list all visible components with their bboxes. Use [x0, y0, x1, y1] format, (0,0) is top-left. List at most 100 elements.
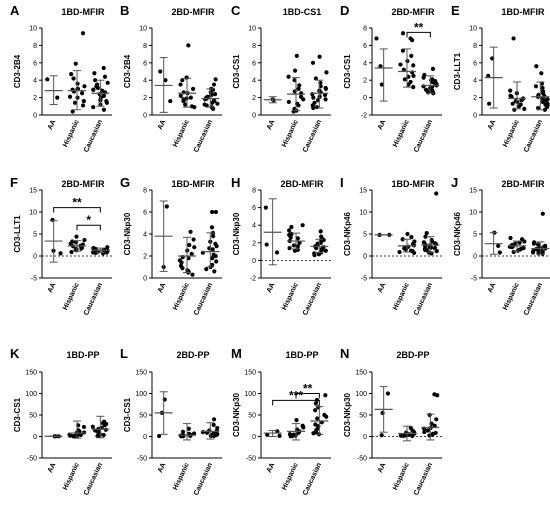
y-tick-label: 6: [143, 210, 147, 217]
panel-title: 2BD-MFIR: [172, 7, 215, 17]
y-tick-label: 50: [139, 413, 147, 420]
data-point: [295, 236, 300, 241]
data-point: [314, 245, 319, 251]
data-point: [79, 246, 84, 251]
data-point: [411, 429, 416, 434]
data-point: [75, 86, 80, 91]
data-point: [374, 36, 379, 41]
y-axis-label: CD3-LLT1: [13, 215, 22, 253]
data-point: [188, 229, 193, 234]
y-tick-label: 4: [473, 78, 477, 85]
data-point: [204, 267, 209, 272]
y-tick-label: 100: [25, 391, 37, 398]
data-point: [379, 433, 384, 438]
y-tick-label: 150: [135, 370, 147, 377]
data-point: [200, 430, 206, 435]
y-tick-label: -50: [27, 456, 37, 463]
category-label-caucasian: Caucasian: [83, 462, 104, 497]
y-tick-label: 100: [135, 391, 147, 398]
panel-letter: C: [231, 3, 241, 18]
data-point: [545, 97, 550, 102]
panel-C: C 1BD-CS1 0 2 4 6 8 10 CD3-CS1 AA Hispanic Caucasia…: [231, 3, 331, 154]
data-point: [315, 241, 320, 246]
panel-letter: N: [340, 346, 349, 361]
data-point: [58, 251, 63, 256]
category-label-hispanic: Hispanic: [281, 119, 300, 148]
data-point: [187, 242, 192, 248]
panel-H: H 2BD-MFIR -2 0 2 4 6 8 CD3-Nkp30 AA Hispanic Cauca…: [231, 175, 331, 317]
data-point: [263, 205, 268, 210]
y-tick-label: 2: [33, 95, 37, 102]
data-point: [74, 234, 79, 239]
y-tick-label: -5: [471, 276, 477, 283]
y-tick-label: 5: [33, 232, 37, 239]
data-point: [294, 53, 299, 58]
y-tick-label: 10: [139, 26, 147, 33]
data-point: [82, 238, 87, 243]
y-axis-label: CD3-LLT1: [453, 52, 462, 90]
panel-title: 1BD-MFIR: [172, 179, 215, 189]
panel-letter: H: [231, 175, 240, 190]
data-point: [301, 425, 306, 430]
panel-D: D 2BD-MFIR -2 0 2 4 6 8 CD3-CS1 AA Hispanic Caucasi…: [340, 3, 442, 154]
panel-L: L 2BD-PP -50 0 50 100 150 CD3-CS1 AA Hispanic Cauc…: [120, 346, 222, 497]
y-axis-label: CD3-2B4: [123, 54, 132, 88]
data-point: [432, 245, 438, 251]
data-point: [79, 91, 85, 96]
y-tick-label: 6: [33, 60, 37, 67]
data-point: [211, 252, 216, 257]
data-point: [71, 76, 76, 81]
data-point: [90, 424, 95, 429]
y-tick-label: 5: [473, 232, 477, 239]
panel-F: F 2BD-MFIR -5 0 5 10 15 CD3-LLT1 AA Hispanic Cauca…: [10, 175, 112, 317]
data-point: [188, 95, 193, 100]
y-tick-label: 0: [143, 434, 147, 441]
category-label-hispanic: Hispanic: [62, 462, 81, 491]
data-point: [75, 81, 80, 86]
y-tick-label: 2: [363, 78, 367, 85]
data-point: [158, 69, 163, 74]
y-tick-label: 6: [252, 60, 256, 67]
y-tick-label: -50: [357, 456, 367, 463]
data-point: [434, 191, 439, 196]
panel-title: 2BD-MFIR: [62, 179, 105, 189]
data-point: [517, 240, 522, 245]
data-point: [401, 67, 406, 72]
data-point: [71, 434, 76, 439]
data-point: [212, 269, 217, 274]
category-label-aa: AA: [47, 282, 58, 294]
data-point: [210, 247, 215, 252]
data-point: [428, 245, 434, 250]
data-point: [311, 431, 316, 436]
data-point: [519, 98, 524, 103]
data-point: [213, 77, 218, 82]
data-point: [311, 105, 316, 111]
y-tick-label: 5: [363, 232, 367, 239]
data-point: [313, 401, 318, 406]
data-point: [178, 82, 183, 87]
data-point: [210, 100, 215, 105]
data-point: [323, 393, 328, 398]
data-point: [427, 433, 432, 438]
y-tick-label: -50: [246, 456, 256, 463]
data-point: [545, 103, 550, 108]
category-label-caucasian: Caucasian: [193, 282, 214, 317]
category-label-caucasian: Caucasian: [193, 119, 214, 154]
data-point: [183, 102, 188, 107]
data-point: [424, 231, 429, 236]
data-point: [409, 234, 414, 240]
y-axis-label: CD3-CS1: [343, 54, 352, 89]
data-point: [400, 31, 406, 36]
category-label-caucasian: Caucasian: [302, 119, 323, 154]
data-point: [214, 259, 219, 264]
data-point: [540, 211, 545, 216]
significance-bracket: [406, 31, 431, 38]
panel-M: M 1BD-PP -50 0 50 100 150 CD3-NKp30 AA Hispanic Ca…: [231, 346, 331, 497]
y-tick-label: 8: [33, 43, 37, 50]
category-label-hispanic: Hispanic: [281, 462, 300, 491]
category-label-aa: AA: [487, 282, 498, 294]
panel-title: 1BD-CS1: [283, 7, 322, 17]
data-point: [69, 72, 74, 77]
y-tick-label: 2: [473, 95, 477, 102]
category-label-hispanic: Hispanic: [281, 282, 300, 311]
